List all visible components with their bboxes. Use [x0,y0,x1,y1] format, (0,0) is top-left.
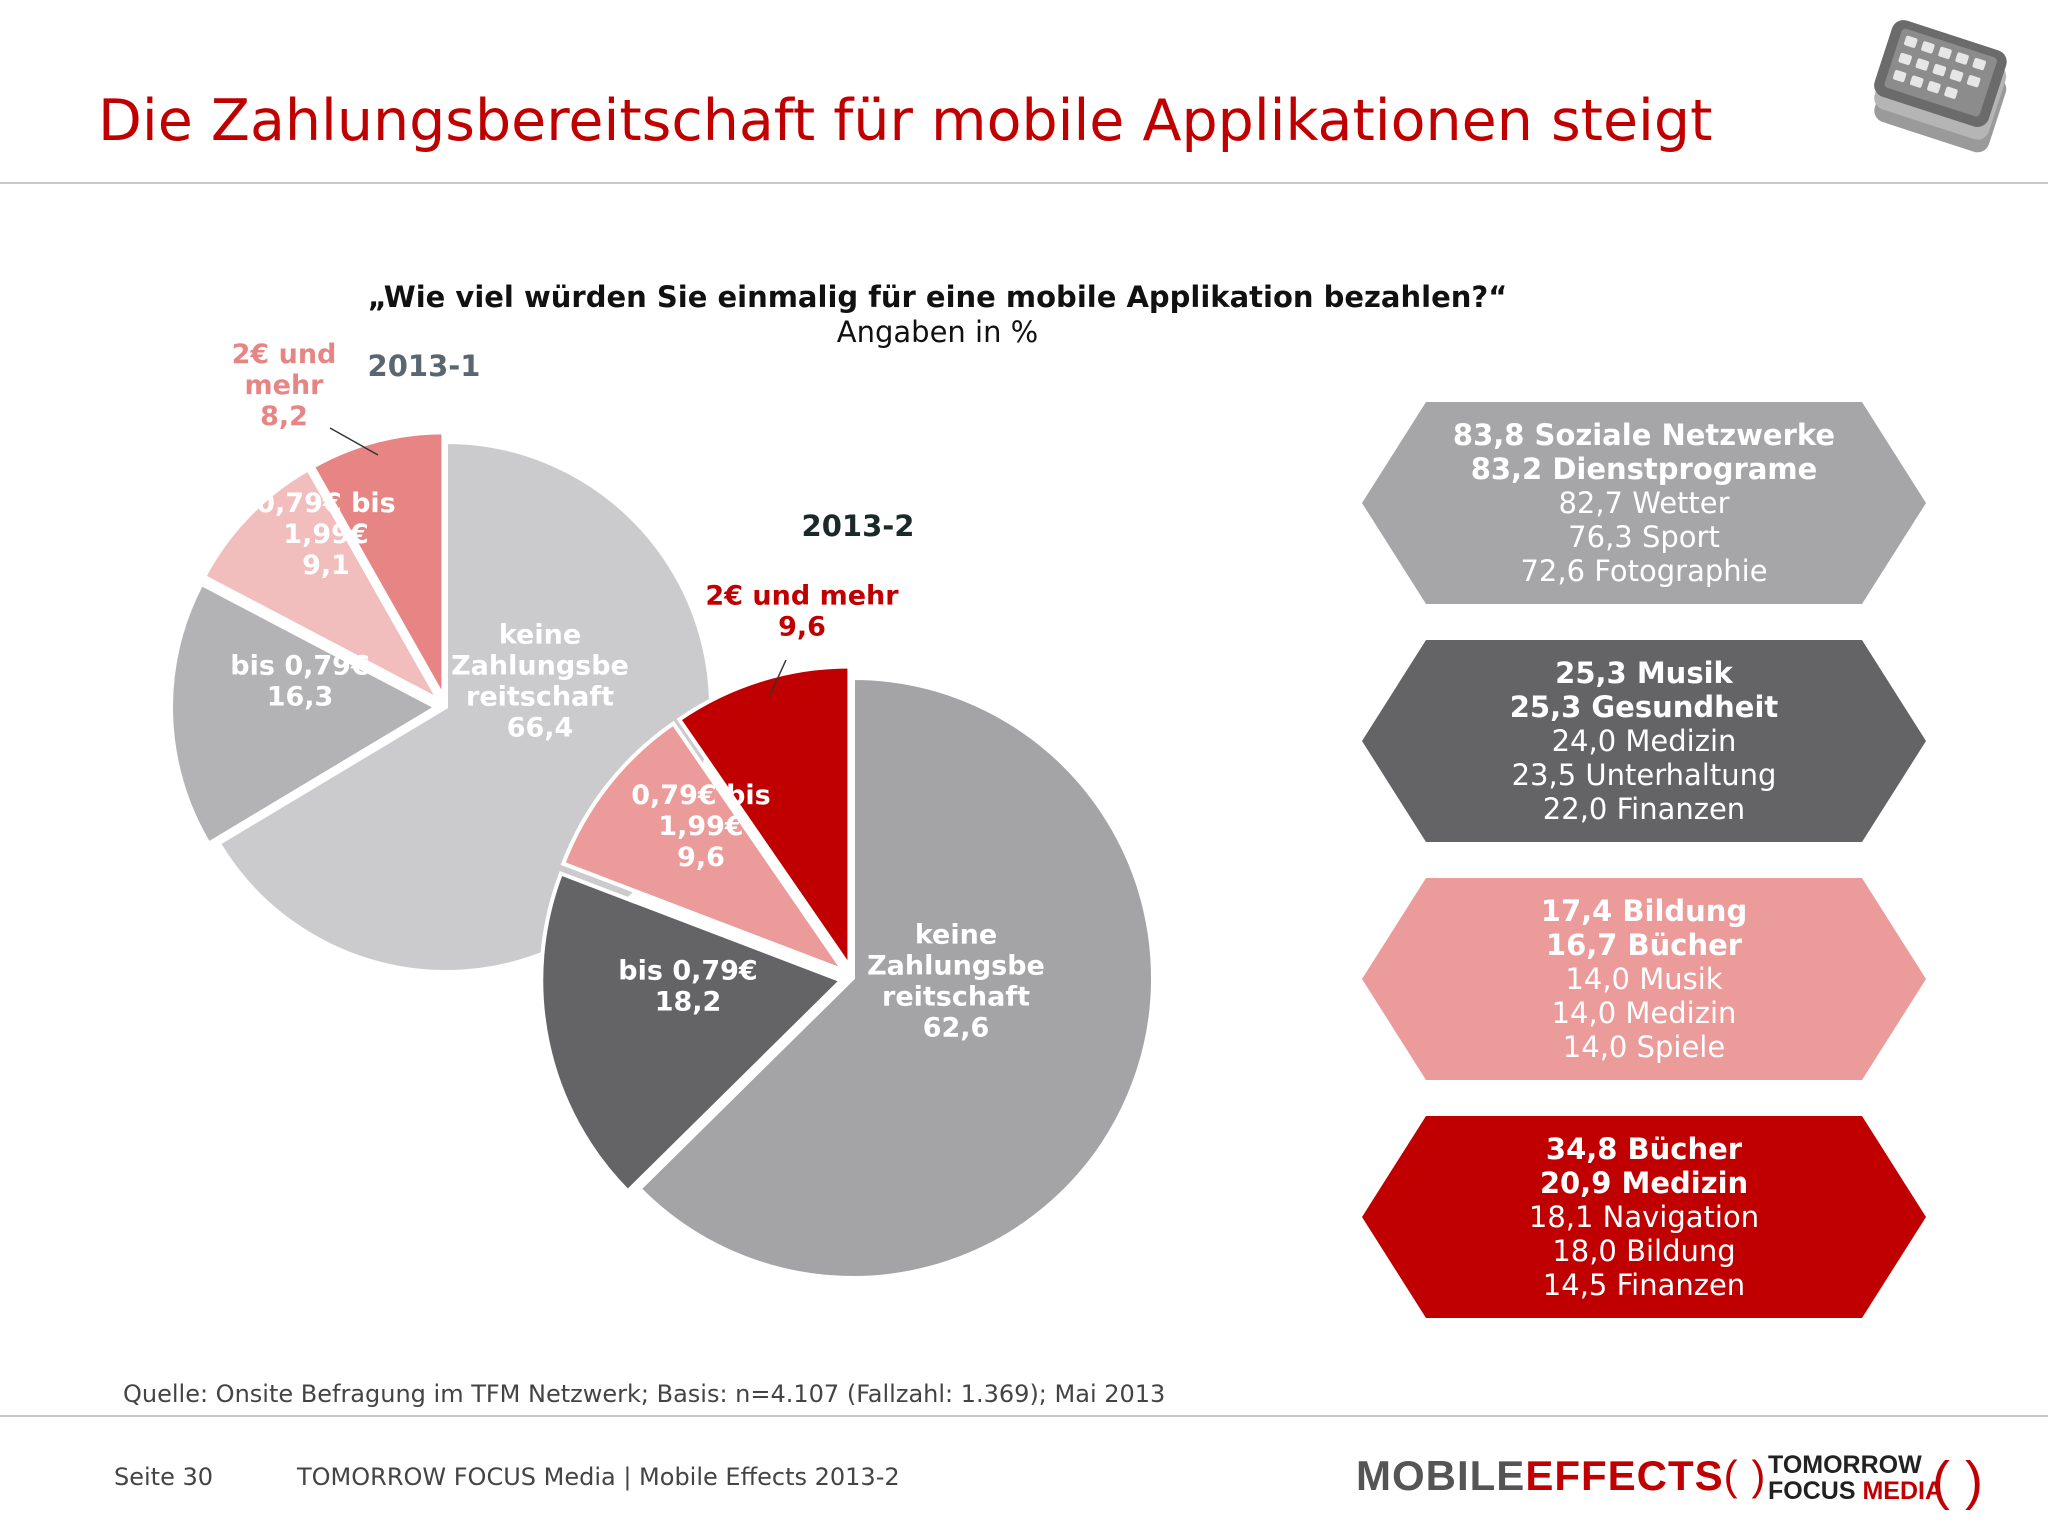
unit-note: Angaben in % [836,315,1039,349]
logo-paren-icon: ( ) [1932,1451,1983,1511]
category-box-3-line-4: 14,0 Medizin [1551,996,1737,1030]
logo-media-text: MEDIA [1862,1477,1944,1505]
pie2-slice-1 [636,675,1155,1280]
category-box-1-line-3: 82,7 Wetter [1558,486,1730,520]
category-box-2-line-1: 25,3 Musik [1555,656,1733,690]
page-title: Die Zahlungsbereitschaft für mobile Appl… [98,88,1713,154]
pie1-slice-3 [201,466,444,705]
logo-mobile-text: MOBILE [1356,1452,1526,1499]
phone-stack-icon [1860,20,2030,174]
category-box-4-line-4: 18,0 Bildung [1552,1234,1736,1268]
logo-tomorrow-text: TOMORROW [1768,1451,1922,1479]
category-box-2-line-4: 23,5 Unterhaltung [1511,758,1777,792]
category-box-2: 25,3 Musik 25,3 Gesundheit 24,0 Medizin 23,… [1362,640,1926,842]
category-box-3-line-2: 16,7 Bücher [1545,928,1743,962]
pie1-label-1: keine Zahlungsbe reitschaft 66,4 [451,620,629,744]
pie-charts: 2013-1 keine Zahlungsbe reitschaft 66,4 bis 0… [169,339,1155,1280]
pie1-slice-2 [169,581,441,847]
category-box-4-line-2: 20,9 Medizin [1539,1166,1749,1200]
mobile-effects-logo: MOBILEEFFECTS( ) [1356,1452,1767,1499]
pie1-label-2: bis 0,79€ 16,3 [230,651,369,713]
header-divider [0,182,2048,184]
tomorrow-focus-logo: TOMORROW FOCUS MEDIA [1768,1452,1943,1504]
category-box-4: 34,8 Bücher 20,9 Medizin 18,1 Navigation 18… [1362,1116,1926,1318]
category-box-2-line-5: 22,0 Finanzen [1542,792,1746,826]
page-number: Seite 30 [114,1463,214,1491]
pie2-title: 2013-2 [802,509,915,543]
category-box-1: 83,8 Soziale Netzwerke 83,2 Dienstprogram… [1362,402,1926,604]
pie2-slice-2 [539,870,845,1195]
category-box-4-line-5: 14,5 Finanzen [1542,1268,1746,1302]
pie2-label-3: 0,79€ bis 1,99€ 9,6 [631,780,770,873]
pie1-label-4: 2€ und mehr 8,2 [232,339,337,432]
category-box-1-line-1: 83,8 Soziale Netzwerke [1452,418,1836,452]
logo-focus-text: FOCUS [1768,1477,1856,1505]
pie2-slice-4 [676,664,852,973]
category-box-1-line-2: 83,2 Dienstprograme [1470,452,1818,486]
pie1-leader-line [329,427,379,456]
footer-divider [0,1415,2048,1417]
pie2-label-2: bis 0,79€ 18,2 [618,956,757,1018]
category-box-3-line-3: 14,0 Musik [1565,962,1723,996]
category-box-3: 17,4 Bildung 16,7 Bücher 14,0 Musik 14,0 Me… [1362,878,1926,1080]
pie1-label-3: 0,79€ bis 1,99€ 9,1 [256,488,395,581]
pie1-title: 2013-1 [368,349,481,383]
pie2-slice-3 [560,720,849,975]
category-box-4-line-1: 34,8 Bücher [1545,1132,1743,1166]
source-note: Quelle: Onsite Befragung im TFM Netzwerk… [123,1380,1166,1408]
chart-question: „Wie viel würden Sie einmalig für eine m… [367,280,1508,314]
pie2-label-4: 2€ und mehr 9,6 [705,581,899,643]
category-box-1-line-4: 76,3 Sport [1568,520,1720,554]
pie2-label-1: keine Zahlungsbe reitschaft 62,6 [867,920,1045,1044]
category-box-2-line-3: 24,0 Medizin [1551,724,1737,758]
logo-effects-text: EFFECTS [1525,1452,1724,1499]
category-box-3-line-5: 14,0 Spiele [1562,1030,1726,1064]
pie2-leader-line [769,659,787,696]
category-box-2-line-2: 25,3 Gesundheit [1509,690,1779,724]
footer-company: TOMORROW FOCUS Media | Mobile Effects 20… [297,1463,900,1491]
category-box-3-line-1: 17,4 Bildung [1540,894,1748,928]
category-box-1-line-5: 72,6 Fotographie [1520,554,1768,588]
category-box-4-line-3: 18,1 Navigation [1528,1200,1760,1234]
pie1-slice-4 [310,430,446,705]
